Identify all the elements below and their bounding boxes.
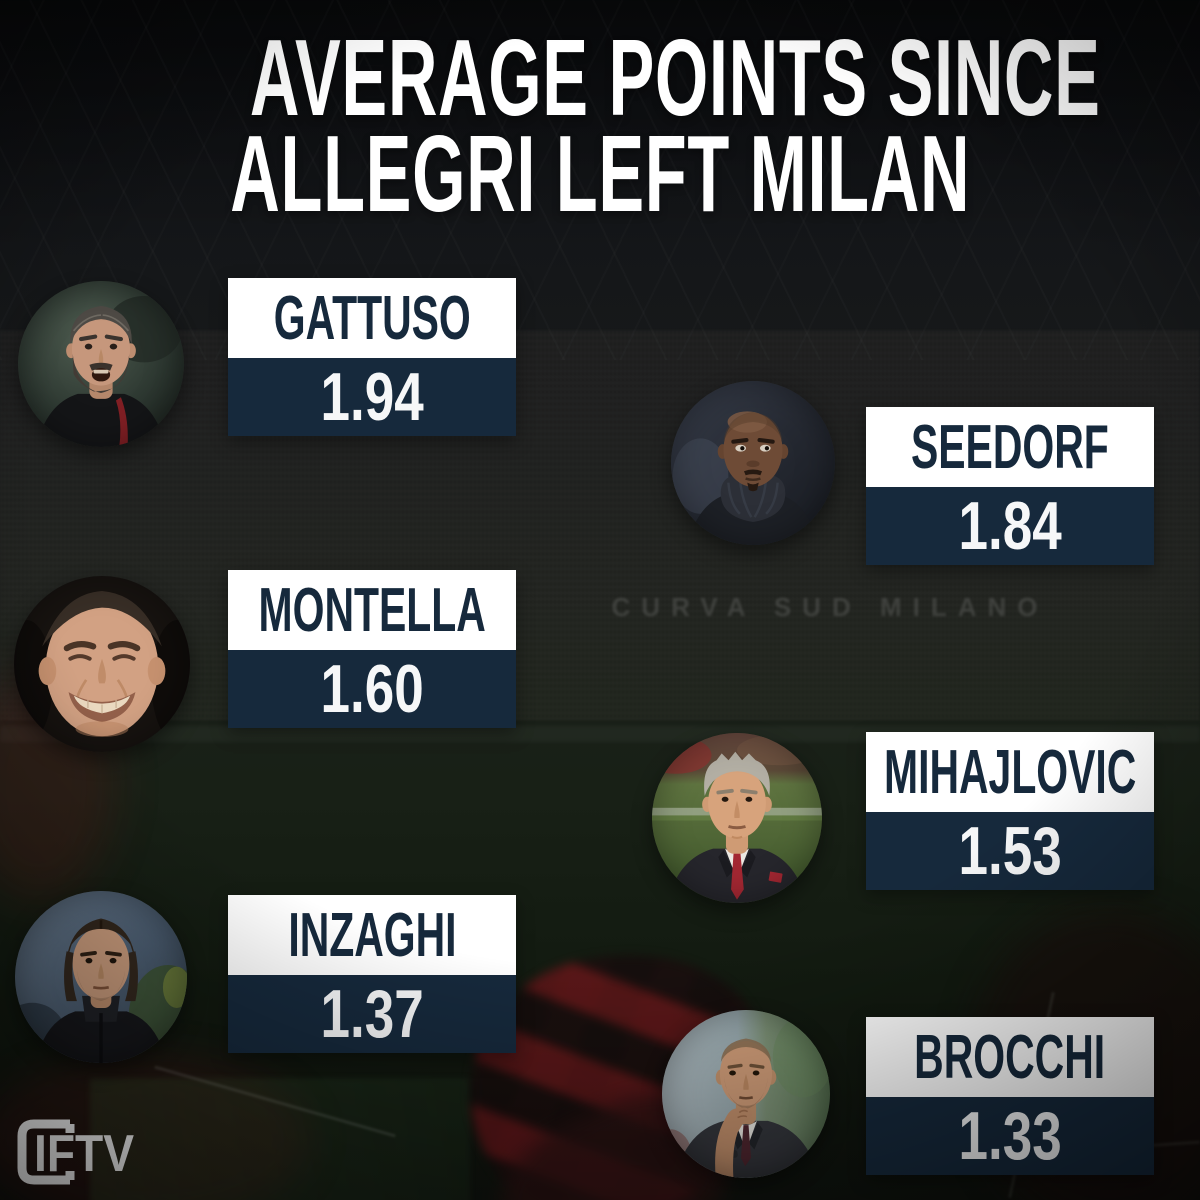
manager-points-band: 1.53: [866, 812, 1154, 890]
gattuso-photo: [18, 281, 184, 447]
manager-points-value: 1.94: [320, 359, 424, 435]
title-line-1: AVERAGE POINTS SINCE: [249, 17, 1101, 139]
inzaghi-portrait-illustration: [15, 891, 187, 1063]
inzaghi-photo: [15, 891, 187, 1063]
manager-points-band: 1.33: [866, 1097, 1154, 1175]
inzaghi-card: INZAGHI 1.37: [228, 895, 516, 1053]
manager-name-band: MONTELLA: [228, 570, 516, 650]
manager-points-band: 1.84: [866, 487, 1154, 565]
manager-points-value: 1.84: [958, 488, 1062, 564]
mihajlovic-photo: [652, 733, 822, 903]
manager-name-band: INZAGHI: [228, 895, 516, 975]
mihajlovic-portrait-illustration: [652, 733, 822, 903]
iftv-logo-graphic: IFTV: [17, 1119, 134, 1185]
brocchi-card: BROCCHI 1.33: [866, 1017, 1154, 1175]
gattuso-card: GATTUSO 1.94: [228, 278, 516, 436]
manager-name-label: MONTELLA: [258, 575, 486, 645]
title-line-2: ALLEGRI LEFT MILAN: [230, 113, 970, 235]
manager-points-value: 1.37: [320, 976, 424, 1052]
manager-name-band: BROCCHI: [866, 1017, 1154, 1097]
seedorf-card: SEEDORF 1.84: [866, 407, 1154, 565]
manager-name-band: MIHAJLOVIC: [866, 732, 1154, 812]
montella-photo: [14, 576, 190, 752]
manager-name-band: SEEDORF: [866, 407, 1154, 487]
seedorf-portrait-illustration: [671, 381, 835, 545]
iftv-logo-text: IFTV: [34, 1125, 134, 1183]
manager-name-label: SEEDORF: [911, 412, 1109, 482]
brocchi-photo: [662, 1010, 830, 1178]
curva-sud-banner: CURVA SUD MILANO: [611, 592, 1049, 622]
manager-name-label: MIHAJLOVIC: [883, 737, 1137, 807]
manager-name-label: GATTUSO: [273, 283, 471, 353]
gattuso-portrait-illustration: [18, 281, 184, 447]
manager-name-label: INZAGHI: [287, 900, 457, 970]
mihajlovic-card: MIHAJLOVIC 1.53: [866, 732, 1154, 890]
montella-portrait-illustration: [14, 576, 190, 752]
manager-points-value: 1.53: [958, 813, 1062, 889]
page-title: AVERAGE POINTS SINCE ALLEGRI LEFT MILAN: [0, 17, 1200, 235]
manager-points-band: 1.37: [228, 975, 516, 1053]
manager-name-label: BROCCHI: [914, 1022, 1106, 1092]
manager-points-band: 1.60: [228, 650, 516, 728]
iftv-logo: IFTV: [14, 1118, 164, 1190]
brocchi-portrait-illustration: [662, 1010, 830, 1178]
manager-points-value: 1.60: [320, 651, 424, 727]
manager-name-band: GATTUSO: [228, 278, 516, 358]
manager-points-band: 1.94: [228, 358, 516, 436]
manager-points-value: 1.33: [958, 1098, 1062, 1174]
montella-card: MONTELLA 1.60: [228, 570, 516, 728]
seedorf-photo: [671, 381, 835, 545]
